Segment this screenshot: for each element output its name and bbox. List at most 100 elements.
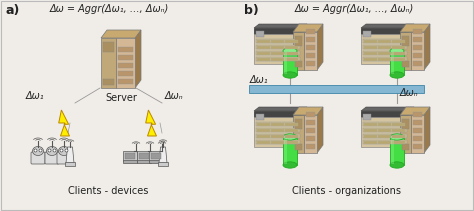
Bar (363, 51, 407, 55)
Bar (413, 37, 422, 42)
Bar (402, 36, 409, 46)
Polygon shape (424, 24, 430, 70)
Bar (101, 38, 116, 88)
Bar (392, 134, 405, 138)
Ellipse shape (390, 72, 404, 78)
Ellipse shape (33, 146, 44, 156)
Bar (257, 39, 270, 42)
Bar (402, 119, 409, 129)
Bar (363, 128, 407, 132)
Ellipse shape (53, 149, 56, 152)
Polygon shape (146, 110, 156, 136)
Bar (306, 136, 315, 141)
Bar (378, 51, 391, 54)
Text: Δωₙ: Δωₙ (400, 88, 419, 98)
Polygon shape (409, 24, 414, 64)
Bar (378, 128, 391, 131)
Bar (390, 137, 404, 165)
Text: Δω = Aggr(Δω₁, …, Δωₙ): Δω = Aggr(Δω₁, …, Δωₙ) (50, 4, 169, 14)
Polygon shape (302, 107, 307, 147)
Bar (392, 39, 405, 42)
Bar (306, 45, 315, 50)
Bar (306, 120, 315, 125)
Bar (118, 55, 133, 60)
Bar (306, 144, 315, 149)
Bar (411, 115, 424, 153)
Bar (378, 39, 391, 42)
Bar (392, 58, 405, 61)
Bar (400, 115, 411, 153)
Bar (413, 45, 422, 50)
Bar (364, 141, 377, 143)
Bar (271, 123, 284, 126)
Bar (285, 51, 298, 54)
Bar (137, 160, 151, 163)
Bar (306, 53, 315, 58)
Polygon shape (409, 107, 414, 147)
Bar (149, 160, 163, 163)
Bar (256, 134, 300, 138)
Bar (256, 51, 300, 55)
Bar (271, 128, 284, 131)
Text: Δω₁: Δω₁ (26, 91, 44, 101)
Bar (254, 111, 302, 117)
Bar (254, 34, 302, 64)
Bar (295, 61, 302, 67)
Bar (411, 32, 424, 70)
Text: b): b) (244, 4, 259, 17)
Ellipse shape (58, 146, 70, 156)
Bar (364, 123, 377, 126)
Polygon shape (135, 30, 141, 88)
Bar (378, 123, 391, 126)
FancyBboxPatch shape (45, 152, 59, 164)
Bar (271, 46, 284, 49)
Bar (363, 140, 407, 144)
Bar (364, 58, 377, 61)
Bar (392, 123, 405, 126)
Ellipse shape (283, 134, 297, 140)
Bar (392, 128, 405, 131)
Bar (295, 36, 302, 46)
Bar (363, 122, 407, 126)
Ellipse shape (60, 149, 63, 152)
Polygon shape (254, 24, 307, 28)
Polygon shape (293, 24, 323, 32)
Text: Clients - devices: Clients - devices (68, 186, 148, 196)
Polygon shape (400, 107, 430, 115)
Bar (257, 51, 270, 54)
Bar (361, 117, 409, 147)
Bar (283, 51, 297, 75)
Ellipse shape (283, 72, 297, 78)
Bar (271, 134, 284, 138)
Bar (271, 58, 284, 61)
FancyBboxPatch shape (31, 152, 45, 164)
Bar (285, 128, 298, 131)
Bar (364, 46, 377, 49)
Bar (285, 58, 298, 61)
Bar (158, 162, 168, 166)
Bar (284, 138, 287, 164)
Bar (285, 141, 298, 143)
Polygon shape (302, 24, 307, 64)
Bar (283, 137, 297, 165)
Bar (254, 117, 302, 147)
Bar (413, 53, 422, 58)
Bar (103, 42, 114, 52)
Polygon shape (361, 107, 414, 111)
Text: Clients - organizations: Clients - organizations (292, 186, 401, 196)
Bar (257, 46, 270, 49)
Polygon shape (317, 107, 323, 153)
Bar (103, 79, 114, 85)
Bar (402, 144, 409, 150)
Text: Δω₁: Δω₁ (250, 75, 269, 85)
Bar (363, 57, 407, 61)
Bar (306, 37, 315, 42)
Bar (413, 128, 422, 133)
Bar (304, 32, 317, 70)
Bar (413, 144, 422, 149)
Bar (256, 114, 264, 120)
Ellipse shape (390, 162, 404, 168)
Bar (378, 46, 391, 49)
Bar (285, 123, 298, 126)
Bar (364, 39, 377, 42)
